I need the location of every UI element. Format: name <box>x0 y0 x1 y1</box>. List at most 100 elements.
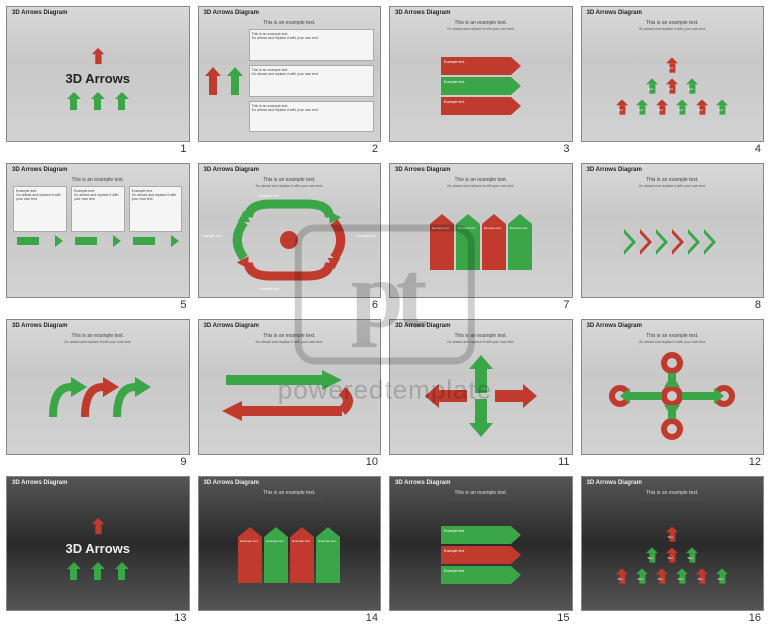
slide-number: 4 <box>581 142 765 155</box>
arrow-up-icon <box>227 67 243 95</box>
slide-body: Example text.Example text.Example text.E… <box>390 192 572 294</box>
slide-body <box>199 348 381 450</box>
slide-body: Example text.Example text.Example text. <box>390 35 572 137</box>
text-box: Example text.Go ahead and replace it wit… <box>71 186 125 232</box>
arrow-up-icon <box>696 99 708 114</box>
slide-number: 2 <box>198 142 382 155</box>
slide: 3D Arrows DiagramThis is an example text… <box>6 163 190 299</box>
slide-body <box>7 348 189 450</box>
arrow-up-icon <box>676 569 688 584</box>
slide-number: 7 <box>389 298 573 311</box>
text-block: Example text. <box>290 537 314 583</box>
arrow-up-icon <box>656 569 668 584</box>
slide-cell: 3D Arrows Diagram This is an example text… <box>198 476 382 625</box>
slide-body: 3D Arrows <box>7 21 189 137</box>
arrow-up-icon <box>686 548 698 563</box>
slide-cell: 3D Arrows DiagramThis is an example text… <box>389 163 573 312</box>
text-box: This is an example text.Go ahead and rep… <box>249 65 375 97</box>
slide-subtitle: This is an example text. <box>199 177 381 183</box>
slide-number: 9 <box>6 455 190 468</box>
arrow-up-icon <box>716 569 728 584</box>
slide-title: 3D Arrows Diagram <box>395 480 450 486</box>
big-title: 3D Arrows <box>65 71 130 86</box>
slide: 3D Arrows DiagramThis is an example text… <box>389 6 573 142</box>
slide: 3D Arrows DiagramThis is an example text… <box>581 319 765 455</box>
slide-cell: 3D Arrows DiagramThis is an example text… <box>389 319 573 468</box>
slide-description: Go ahead and replace it with your own te… <box>582 497 764 501</box>
slide-cell: 3D Arrows DiagramThis is an example text… <box>581 319 765 468</box>
arrow-up-icon <box>115 92 129 110</box>
arrow-up-icon <box>646 548 658 563</box>
arrow-up-icon <box>616 569 628 584</box>
slide-cell: 3D Arrows Diagram3D Arrows1 <box>6 6 190 155</box>
slide: 3D Arrows DiagramThis is an example text… <box>581 163 765 299</box>
slide-body: Example text.Example text.Example text.E… <box>199 192 381 294</box>
arrow-up-icon <box>91 92 105 110</box>
slide-description: Go ahead and replace it with your own te… <box>582 184 764 188</box>
arrow-up-icon <box>115 562 129 580</box>
slide: 3D Arrows Diagram This is an example text… <box>198 319 382 455</box>
text-box: This is an example text.Go ahead and rep… <box>249 29 375 61</box>
arrow-up-icon <box>716 99 728 114</box>
slide-body <box>582 348 764 450</box>
slide-body: This is an example text.Go ahead and rep… <box>199 25 381 137</box>
slide: 3D Arrows DiagramThis is an example text… <box>389 163 573 299</box>
big-title: 3D Arrows <box>65 541 130 556</box>
arrow-right-icon <box>133 235 179 247</box>
slide: 3D Arrows Diagram This is an example text… <box>198 163 382 299</box>
arrow-up-icon <box>636 99 648 114</box>
slide: 3D Arrows DiagramThis is an example text… <box>6 319 190 455</box>
slide-cell: 3D Arrows DiagramThis is an example text… <box>389 6 573 155</box>
slide-description: Go ahead and replace it with your own te… <box>199 184 381 188</box>
text-box: This is an example text.Go ahead and rep… <box>249 101 375 133</box>
slide-body <box>390 348 572 450</box>
text-block: Example text. <box>441 57 511 75</box>
slide-title: 3D Arrows Diagram <box>395 323 450 329</box>
slide-subtitle: This is an example text. <box>7 333 189 339</box>
arrow-up-icon <box>91 562 105 580</box>
slide: 3D Arrows Diagram This is an example text… <box>389 476 573 612</box>
slide-title: 3D Arrows Diagram <box>204 167 259 173</box>
slide-title: 3D Arrows Diagram <box>12 480 67 486</box>
slide-description: Go ahead and replace it with your own te… <box>582 27 764 31</box>
arrow-up-icon <box>686 78 698 93</box>
slide-title: 3D Arrows Diagram <box>587 10 642 16</box>
slide-title: 3D Arrows Diagram <box>204 323 259 329</box>
text-box: Example text.Go ahead and replace it wit… <box>129 186 183 232</box>
slide-title: 3D Arrows Diagram <box>395 10 450 16</box>
slide-number: 15 <box>389 611 573 624</box>
text-box: Example text.Go ahead and replace it wit… <box>13 186 67 232</box>
arrow-up-icon <box>676 99 688 114</box>
slide-title: 3D Arrows Diagram <box>395 167 450 173</box>
slide-grid: 3D Arrows Diagram3D Arrows1 3D Arrows Dia… <box>0 0 770 630</box>
slide-cell: 3D Arrows DiagramThis is an example text… <box>198 6 382 155</box>
slide-subtitle: This is an example text. <box>390 490 572 496</box>
slide-title: 3D Arrows Diagram <box>204 480 259 486</box>
text-block: Example text. <box>441 526 511 544</box>
slide-subtitle: This is an example text. <box>582 333 764 339</box>
text-block: Example text. <box>441 546 511 564</box>
cross-arrows-icon <box>421 351 541 446</box>
slide-description: Go ahead and replace it with your own te… <box>582 340 764 344</box>
slide-subtitle: This is an example text. <box>199 490 381 496</box>
arrow-up-icon <box>91 48 104 64</box>
slide-cell: 3D Arrows DiagramThis is an example text… <box>581 476 765 625</box>
chevron-icon <box>704 229 720 255</box>
slide-body: Text.Text.Text.Text.Text.Text.Text.Text.… <box>582 505 764 607</box>
slide-number: 5 <box>6 298 190 311</box>
slide-subtitle: This is an example text. <box>199 333 381 339</box>
slide-body <box>582 192 764 294</box>
slide: 3D Arrows DiagramThis is an example text… <box>581 476 765 612</box>
slide-body: Text.Text.Text.Text.Text.Text.Text.Text.… <box>582 35 764 137</box>
slide-body: Example text.Example text.Example text. <box>390 505 572 607</box>
slide-cell: 3D Arrows Diagram This is an example text… <box>198 319 382 468</box>
text-block: Example text. <box>508 224 532 270</box>
text-block: Example text. <box>264 537 288 583</box>
arrow-up-icon <box>636 569 648 584</box>
arrow-up-icon <box>616 99 628 114</box>
text-block: Example text. <box>316 537 340 583</box>
slide-description: Go ahead and replace it with your own te… <box>390 340 572 344</box>
text-block: Example text. <box>441 97 511 115</box>
slide-description: Go ahead and replace it with your own te… <box>390 184 572 188</box>
slide-cell: 3D Arrows DiagramThis is an example text… <box>581 163 765 312</box>
